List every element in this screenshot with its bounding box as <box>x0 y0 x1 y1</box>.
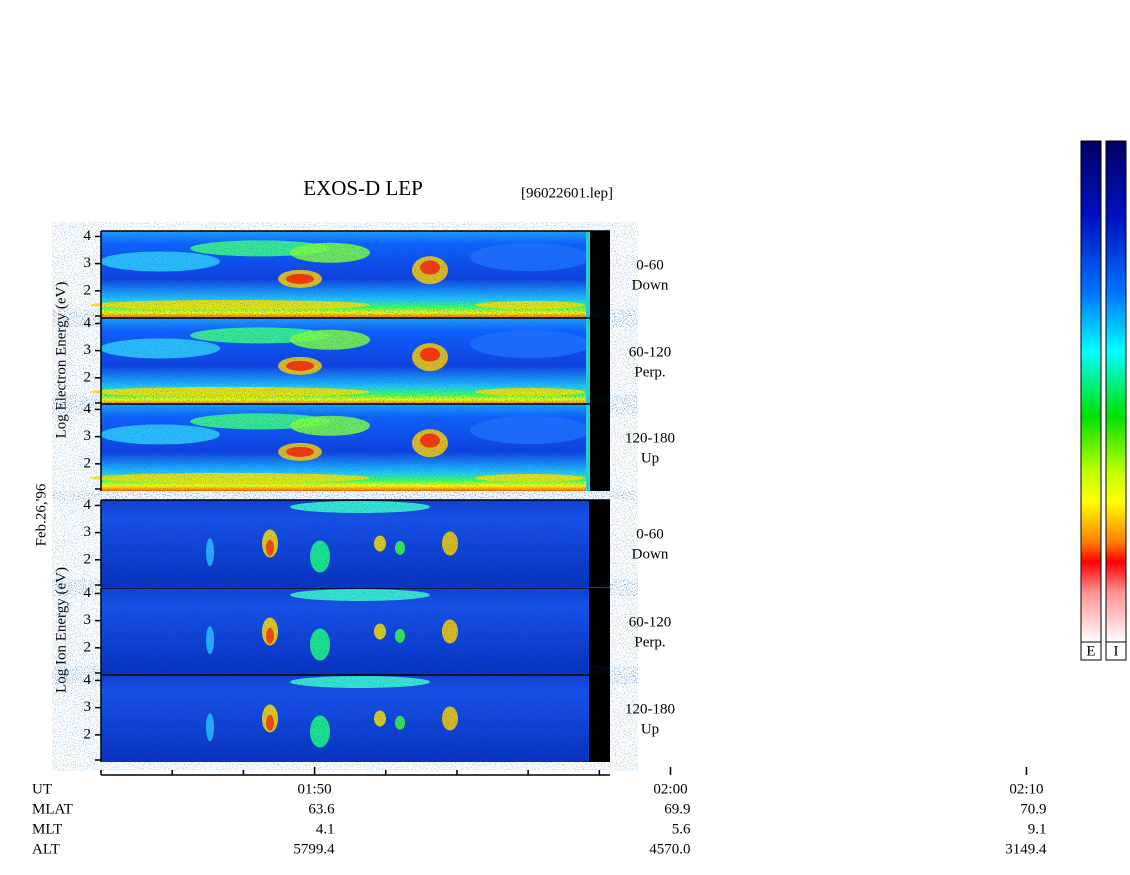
ephemeris-value: 3149.4 <box>1005 841 1047 857</box>
ephemeris-name: ALT <box>32 841 60 857</box>
ephemeris-name: MLAT <box>32 801 73 817</box>
x-tick-label: 01:50 <box>297 781 331 797</box>
y-tick-label: 4 <box>84 315 92 331</box>
y-tick-label: 3 <box>84 255 92 271</box>
no-data-strip <box>589 318 610 405</box>
y-tick-label: 2 <box>84 551 92 567</box>
ephemeris-value: 69.9 <box>664 801 690 817</box>
y-tick-label: 3 <box>84 699 92 715</box>
edge-strip <box>586 318 590 405</box>
y-tick-label: 4 <box>84 228 92 244</box>
ephemeris-value: 5.6 <box>672 821 691 837</box>
pitch-angle-label: 120-180 <box>625 430 675 446</box>
colorbar <box>1105 140 1127 643</box>
y-tick-label: 3 <box>84 342 92 358</box>
colorbar-label-box <box>1105 641 1127 661</box>
y-tick-label: 2 <box>84 455 92 471</box>
ephemeris-value: 70.9 <box>1020 801 1046 817</box>
ion-axis-label: Log Ion Energy (eV) <box>53 567 69 693</box>
x-tick-label: 02:10 <box>1009 781 1043 797</box>
title: EXOS-D LEP <box>303 176 423 200</box>
no-data-strip <box>589 404 610 491</box>
edge-strip <box>586 404 590 491</box>
y-tick-label: 2 <box>84 369 92 385</box>
no-data-strip <box>589 588 610 675</box>
colorbar-label-box <box>1080 641 1102 661</box>
colorbar-label: I <box>1114 643 1119 659</box>
y-tick-label: 2 <box>84 726 92 742</box>
direction-label: Down <box>632 277 669 293</box>
file-label: [96022601.lep] <box>521 185 613 201</box>
direction-label: Up <box>641 450 659 466</box>
y-tick-label: 3 <box>84 612 92 628</box>
pitch-angle-label: 0-60 <box>636 526 664 542</box>
y-tick-label: 2 <box>84 282 92 298</box>
y-tick-label: 4 <box>84 497 92 513</box>
ephemeris-value: 5799.4 <box>293 841 335 857</box>
spectrogram-noise <box>101 318 589 405</box>
no-data-strip <box>589 231 610 318</box>
ephemeris-value: 9.1 <box>1028 821 1047 837</box>
direction-label: Up <box>641 721 659 737</box>
pitch-angle-label: 60-120 <box>629 344 672 360</box>
direction-label: Perp. <box>634 364 665 380</box>
spectrogram-noise <box>101 404 589 491</box>
electron-axis-label: Log Electron Energy (eV) <box>53 282 69 439</box>
direction-label: Perp. <box>634 634 665 650</box>
pitch-angle-label: 120-180 <box>625 701 675 717</box>
no-data-strip <box>589 675 610 762</box>
ephemeris-value: 4570.0 <box>649 841 690 857</box>
ephemeris-name: MLT <box>32 821 62 837</box>
spectrogram-noise <box>101 231 589 318</box>
colorbar <box>1080 140 1102 643</box>
y-tick-label: 4 <box>84 672 92 688</box>
ephemeris-value: 4.1 <box>316 821 335 837</box>
edge-strip <box>586 231 590 318</box>
date-label: Feb.26,'96 <box>33 483 49 546</box>
y-tick-label: 4 <box>84 401 92 417</box>
y-tick-label: 3 <box>84 428 92 444</box>
pitch-angle-label: 60-120 <box>629 614 672 630</box>
y-tick-label: 2 <box>84 639 92 655</box>
spectrogram-noise <box>101 675 589 762</box>
no-data-strip <box>589 500 610 587</box>
x-tick-label: 02:00 <box>653 781 687 797</box>
direction-label: Down <box>632 546 669 562</box>
pitch-angle-label: 0-60 <box>636 257 664 273</box>
y-tick-label: 3 <box>84 524 92 540</box>
spectrogram-noise <box>101 500 589 587</box>
ephemeris-value: 63.6 <box>308 801 335 817</box>
y-tick-label: 4 <box>84 585 92 601</box>
colorbar-label: E <box>1086 643 1095 659</box>
ephemeris-name: UT <box>32 781 52 797</box>
spectrogram-noise <box>101 588 589 675</box>
